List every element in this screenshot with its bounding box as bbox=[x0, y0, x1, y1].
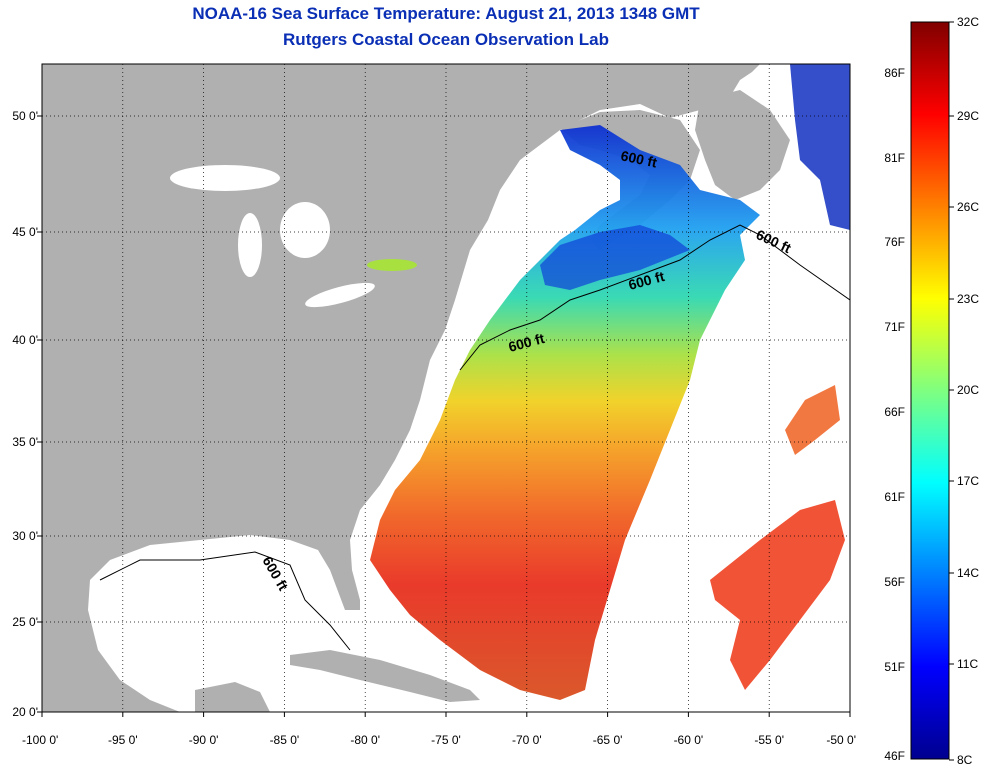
lon-tick-label: -95 0' bbox=[108, 733, 138, 747]
map-title: NOAA-16 Sea Surface Temperature: August … bbox=[192, 4, 700, 23]
colorbar-c-label: 26C bbox=[957, 200, 979, 214]
land-yucatan bbox=[195, 682, 270, 712]
colorbar-f-label: 61F bbox=[884, 490, 905, 504]
colorbar-c-label: 11C bbox=[957, 657, 978, 671]
colorbar-c-label: 8C bbox=[957, 753, 973, 767]
colorbar-f-label: 66F bbox=[884, 405, 905, 419]
colorbar-labels: 86F 81F 76F 71F 66F 61F 56F 51F 46F 32C 29C 26C 23C 2… bbox=[884, 15, 979, 767]
lake-ontario bbox=[367, 259, 417, 271]
contour-label: 600 ft bbox=[619, 147, 658, 170]
longitude-tick-labels: -100 0' -95 0' -90 0' -85 0' -80 0' -75 0' -70… bbox=[22, 712, 856, 747]
colorbar-f-label: 46F bbox=[884, 749, 905, 763]
lon-tick-label: -100 0' bbox=[22, 733, 58, 747]
lon-tick-label: -80 0' bbox=[350, 733, 380, 747]
lon-tick-label: -70 0' bbox=[512, 733, 542, 747]
isobath-600ft bbox=[459, 224, 850, 371]
colorbar-f-label: 71F bbox=[884, 320, 905, 334]
latitude-tick-labels: 20 0' 25 0' 30 0' 35 0' 40 0' 45 0' 50 0' bbox=[12, 109, 42, 719]
colorbar-f-label: 86F bbox=[884, 66, 905, 80]
colorbar-c-label: 20C bbox=[957, 383, 979, 397]
land-north-america bbox=[42, 64, 760, 712]
lon-tick-label: -85 0' bbox=[270, 733, 300, 747]
sst-east-patches bbox=[710, 500, 845, 690]
lat-tick-label: 40 0' bbox=[12, 333, 38, 347]
sst-labrador-cold bbox=[790, 64, 850, 230]
colorbar-c-label: 32C bbox=[957, 15, 979, 29]
colorbar-f-label: 76F bbox=[884, 235, 905, 249]
lake-superior bbox=[170, 165, 280, 191]
colorbar-f-label: 51F bbox=[884, 660, 905, 674]
graticule bbox=[42, 64, 850, 712]
colorbar-f-label: 81F bbox=[884, 151, 905, 165]
lat-tick-label: 45 0' bbox=[12, 225, 38, 239]
lake-michigan bbox=[238, 213, 262, 277]
lon-tick-label: -65 0' bbox=[593, 733, 623, 747]
lat-tick-label: 20 0' bbox=[12, 705, 38, 719]
sst-field-main bbox=[370, 125, 760, 700]
sst-gulf-of-maine-cold bbox=[540, 225, 690, 290]
colorbar-c-label: 14C bbox=[957, 566, 979, 580]
lon-tick-label: -60 0' bbox=[674, 733, 704, 747]
colorbar bbox=[910, 21, 950, 760]
lon-tick-label: -90 0' bbox=[189, 733, 219, 747]
lat-tick-label: 50 0' bbox=[12, 109, 38, 123]
colorbar-c-label: 23C bbox=[957, 292, 979, 306]
lat-tick-label: 25 0' bbox=[12, 615, 38, 629]
isobath-600ft-gulf bbox=[99, 551, 351, 651]
map-layers bbox=[42, 64, 850, 712]
land-newfoundland bbox=[695, 90, 790, 200]
lake-huron bbox=[280, 202, 330, 258]
lon-tick-label: -75 0' bbox=[431, 733, 461, 747]
lake-erie bbox=[305, 282, 375, 308]
lat-tick-label: 30 0' bbox=[12, 529, 38, 543]
land-cuba bbox=[290, 650, 480, 702]
lon-tick-label: -55 0' bbox=[754, 733, 784, 747]
colorbar-c-label: 17C bbox=[957, 474, 979, 488]
colorbar-c-label: 29C bbox=[957, 109, 979, 123]
lon-tick-label: -50 0' bbox=[826, 733, 856, 747]
lat-tick-label: 35 0' bbox=[12, 435, 38, 449]
colorbar-f-label: 56F bbox=[884, 575, 905, 589]
sst-east-scatter bbox=[785, 385, 840, 455]
map-subtitle: Rutgers Coastal Ocean Observation Lab bbox=[283, 30, 609, 49]
